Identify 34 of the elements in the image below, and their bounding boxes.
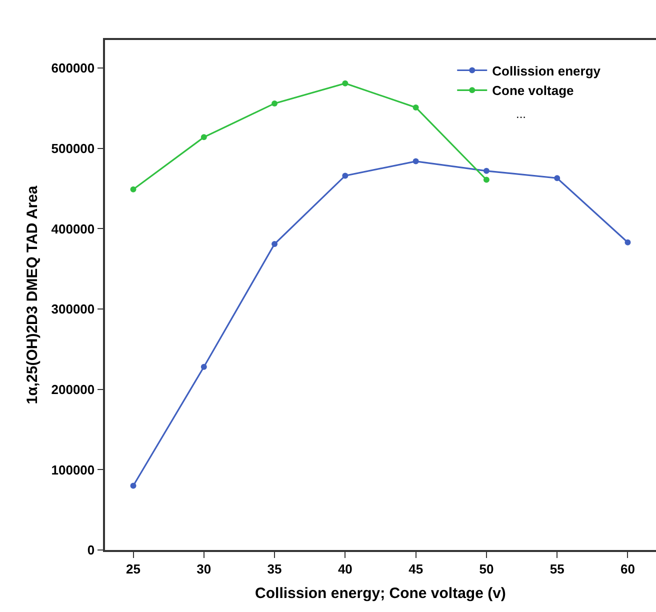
y-tick-label: 300000 [51,302,95,317]
point [342,172,348,179]
point [554,175,560,182]
x-tick-label: 60 [620,561,635,576]
x-tick-label: 55 [550,561,564,576]
point [342,80,348,86]
x-tick-label: 30 [196,561,212,576]
y-axis-title: 1α,25(OH)2D3 DMEQ TAD Area [24,185,42,404]
y-tick-label: 0 [87,542,95,558]
x-axis-title: Collission energy; Cone voltage (v) [255,584,506,602]
y-tick-label: 200000 [51,382,95,397]
point [130,186,136,192]
x-tick-label: 50 [479,561,494,576]
point [130,482,136,489]
legend-label: Cone voltage [492,83,574,98]
point [624,239,631,246]
legend-label: Collission energy [492,63,602,78]
y-tick-label: 100000 [51,462,95,478]
point [412,104,419,110]
y-tick-label: 600000 [51,60,95,76]
point [483,176,490,183]
x-tick-label: 25 [126,561,140,576]
y-tick-label: 400000 [51,221,95,236]
point [272,100,278,106]
point [200,364,207,370]
point [272,241,278,247]
point [200,134,207,140]
x-tick-label: 35 [267,561,282,576]
point [483,168,490,174]
point [412,158,419,164]
x-tick-label: 45 [408,561,424,576]
annotation: ... [516,107,526,121]
x-tick-label: 40 [338,561,352,576]
y-tick-label: 500000 [51,140,95,156]
